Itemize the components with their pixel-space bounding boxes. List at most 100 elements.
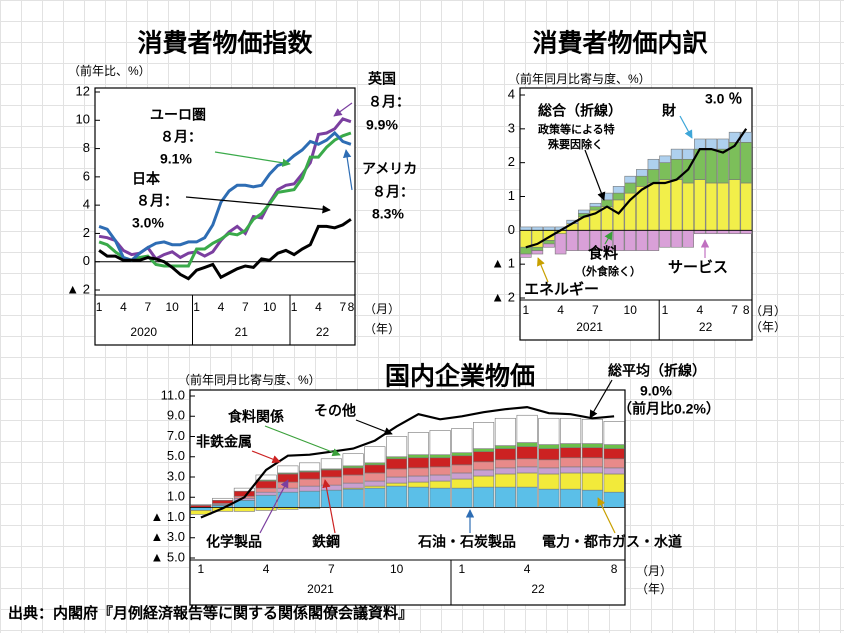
x-tick-label: 1 [522,303,529,317]
x-tick-label: 1 [291,300,298,314]
bar-segment [659,155,671,163]
bar-segment [299,485,321,492]
bar-segment [342,482,364,489]
x-tick-label: 1 [198,562,205,576]
bar-segment [520,246,532,255]
bar-segment [659,162,671,180]
annotation: 財 [661,103,676,119]
bar-segment [612,192,625,201]
bar-segment [717,230,729,235]
bar-segment [520,253,532,258]
bar-segment [429,430,451,456]
bar-segment [429,480,451,489]
bar-segment [429,457,451,468]
bar-segment [566,230,578,251]
x-tick-label: 4 [696,303,703,317]
bar-segment [670,179,683,231]
chart-title: 消費者物価指数 [137,30,313,58]
chart-title: 国内企業物価 [385,362,535,391]
bar-segment [429,487,451,508]
bar-segment [516,458,538,468]
bar-segment [538,488,560,508]
series-line [98,131,352,268]
annotation: 総平均（折線） [608,363,706,379]
bar-segment [531,246,544,251]
bar-segment [740,142,752,184]
bar-segment [473,469,495,477]
bar-segment [647,169,660,184]
bar-segment [740,230,752,235]
bar-segment [386,436,408,458]
arrow [604,231,613,245]
bar-segment [429,474,451,482]
annotation: ８月： [136,193,178,209]
bar-segment [299,478,321,487]
bar-segment [636,175,648,187]
bar-segment [429,466,451,476]
arrow [342,149,353,191]
x-tick-label: 4 [557,303,564,317]
annotation: ８月： [160,129,202,145]
bar-segment [473,475,495,488]
bar-segment [717,182,729,231]
y-tick-label: ▲ 1.0 [150,509,185,524]
bar-segment [705,182,718,231]
annotation: 3.0% [132,215,164,231]
y-tick-label: 9.0 [167,408,185,423]
x-tick-label: 4 [120,300,127,314]
x-tick-label: 8 [348,300,355,314]
arrow [322,479,336,534]
bar-segment [233,507,255,512]
bar-segment [407,432,429,456]
bar-segment [647,230,660,251]
year-label: 2021 [576,320,603,334]
bar-segment [386,482,408,487]
bar-segment [342,467,364,476]
x-tick-label: 7 [242,300,249,314]
bar-segment [494,448,516,461]
annotation: ８月： [372,184,414,200]
bar-segment [516,486,538,508]
bar-segment [516,466,538,474]
bar-segment [670,148,683,160]
bar-segment [364,464,386,474]
annotation: ８月： [368,94,410,110]
y-tick-label: 8 [83,140,90,155]
bar-segment [560,457,582,468]
chart-title: 消費者物価内訳 [532,29,708,58]
year-unit: （年） [750,320,786,334]
annotation: 9.9% [366,117,398,133]
bar-segment [603,421,625,445]
y-tick-label: 3 [508,120,515,135]
bar-segment [538,459,560,469]
x-tick-label: 8 [743,303,750,317]
bar-segment [320,458,342,470]
annotation: 8.3% [372,206,404,222]
year-unit: （年） [636,582,672,596]
bar-segment [190,504,212,506]
bar-segment [538,448,560,461]
bar-segment [451,452,473,457]
bar-segment [543,240,555,245]
bar-segment [386,456,408,460]
bar-segment [659,179,671,231]
y-tick-label: 6 [83,168,90,183]
bar-segment [277,465,299,474]
arrow [333,102,353,117]
x-tick-label: 1 [459,562,466,576]
bar-segment [473,461,495,471]
x-tick-label: 7 [731,303,738,317]
annotation: 9.1% [160,151,192,167]
bar-segment [494,473,516,488]
bar-segment [342,465,364,469]
bar-segment [473,451,495,463]
bar-segment [520,230,532,248]
bar-segment [682,230,694,248]
x-tick-label: 1 [96,300,103,314]
bar-segment [451,464,473,474]
bar-segment [612,186,625,194]
y-tick-label: 2 [83,225,90,240]
x-tick-label: 1 [193,300,200,314]
bar-segment [578,209,590,214]
bar-segment [386,485,408,508]
